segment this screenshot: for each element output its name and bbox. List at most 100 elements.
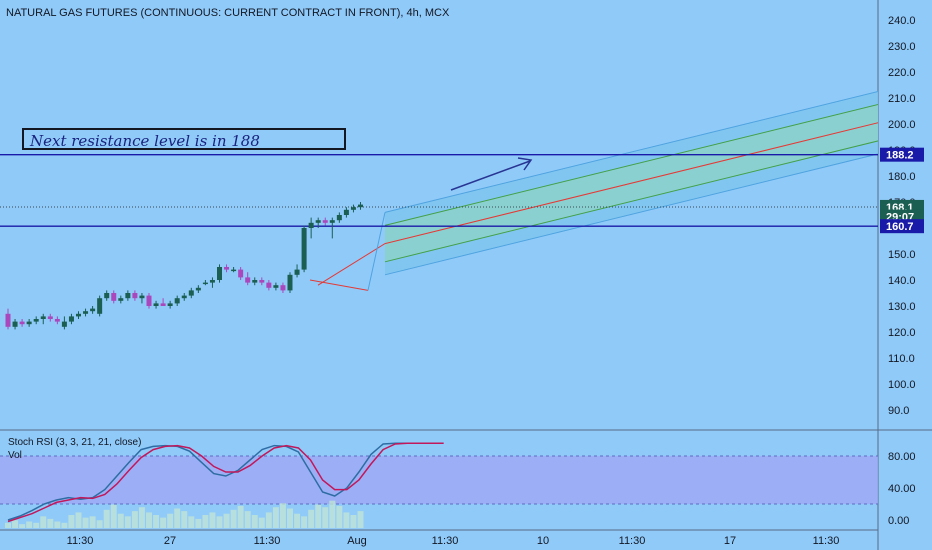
volume-bar [146, 512, 152, 528]
candle-body [259, 280, 265, 283]
candle-body [125, 293, 131, 299]
volume-bar [174, 508, 181, 528]
candle-body [139, 295, 145, 299]
volume-bar [131, 511, 138, 528]
time-tick-label: 11:30 [813, 535, 840, 547]
time-tick-label: 11:30 [254, 535, 281, 547]
volume-bar [336, 505, 343, 528]
volume-bar [181, 511, 188, 528]
volume-bar [188, 516, 195, 528]
candle-body [308, 222, 314, 228]
volume-bar [61, 522, 68, 528]
stoch-tick-label: 80.00 [888, 451, 916, 463]
volume-bar [315, 504, 322, 528]
candle-body [68, 316, 74, 322]
candle-body [181, 295, 187, 299]
time-tick-label: 17 [724, 535, 736, 547]
candle-body [167, 303, 173, 306]
candle-body [315, 220, 321, 223]
price-badge [880, 147, 924, 162]
volume-bar [329, 500, 336, 528]
price-tick-label: 110.0 [888, 353, 915, 365]
candle-body [195, 287, 201, 291]
trend-arrow [450, 160, 531, 191]
candle-body [252, 280, 258, 283]
channel-line-mid [384, 122, 878, 245]
channel-line-inner-lower [384, 140, 878, 263]
volume-title: Vol [8, 450, 22, 461]
candle-body [153, 303, 159, 306]
candle-body [160, 303, 166, 306]
volume-bar [308, 509, 315, 528]
volume-bar [47, 518, 54, 528]
time-tick-label: 27 [164, 535, 176, 547]
candle-body [146, 295, 152, 306]
volume-bar [40, 516, 47, 528]
candle-body [294, 269, 300, 275]
volume-bar [223, 513, 230, 528]
time-tick-label: Aug [347, 535, 367, 547]
volume-bar [216, 516, 223, 528]
candle-body [273, 285, 279, 288]
candle-body [280, 285, 286, 291]
candle-body [40, 316, 46, 319]
price-tick-label: 220.0 [888, 67, 916, 79]
volume-bar [167, 513, 174, 528]
volume-bar [209, 512, 216, 528]
stoch-tick-label: 40.00 [888, 483, 916, 495]
candle-body [329, 220, 335, 223]
candle-body [12, 321, 18, 327]
channel-group [309, 91, 878, 291]
candle-body [301, 228, 307, 270]
candle-body [118, 298, 124, 301]
volume-bar [110, 504, 117, 528]
candle-body [245, 277, 251, 283]
candle-body [5, 313, 11, 327]
candle-body [83, 311, 89, 314]
volume-bar [33, 522, 40, 528]
volume-bar [294, 513, 301, 528]
price-tick-label: 100.0 [888, 379, 916, 391]
candle-body [19, 321, 25, 325]
volume-bar [272, 507, 279, 528]
price-tick-label: 150.0 [888, 249, 916, 261]
candle-body [343, 209, 349, 215]
volume-bar [237, 505, 244, 528]
volume-bar [82, 517, 89, 528]
price-tick-label: 120.0 [888, 327, 916, 339]
candle-body [90, 308, 96, 312]
stoch-band [0, 456, 878, 504]
candle-body [209, 280, 215, 283]
candle-body [238, 269, 244, 278]
candle-body [104, 293, 110, 299]
stoch-line-d [7, 442, 444, 523]
volume-bar [258, 517, 265, 528]
price-badge [880, 219, 924, 234]
trend-segment-2 [317, 243, 386, 286]
volume-bar [117, 513, 124, 528]
trend-segment-1 [309, 279, 369, 291]
candle-body [202, 282, 208, 285]
price-tick-label: 210.0 [888, 93, 916, 105]
volume-bar [124, 516, 131, 528]
price-tick-label: 200.0 [888, 119, 916, 131]
volume-bar [301, 516, 308, 528]
candle-body [132, 293, 138, 299]
candle-body [231, 269, 237, 272]
stoch-rsi-title: Stoch RSI (3, 3, 21, 21, close) [8, 437, 142, 448]
price-badge-label: 160.7 [886, 221, 914, 233]
volume-bar [230, 509, 237, 528]
candle-body [26, 321, 32, 325]
price-tick-label: 240.0 [888, 15, 916, 27]
price-tick-label: 130.0 [888, 301, 916, 313]
volume-bar [12, 520, 19, 528]
price-tick-label: 180.0 [888, 171, 916, 183]
volume-bar [343, 512, 350, 528]
resistance-annotation[interactable]: Next resistance level is in 188 [22, 128, 346, 150]
candle-body [224, 267, 230, 270]
candle-body [358, 204, 363, 208]
price-tick-label: 230.0 [888, 41, 916, 53]
candle-body [174, 298, 180, 304]
